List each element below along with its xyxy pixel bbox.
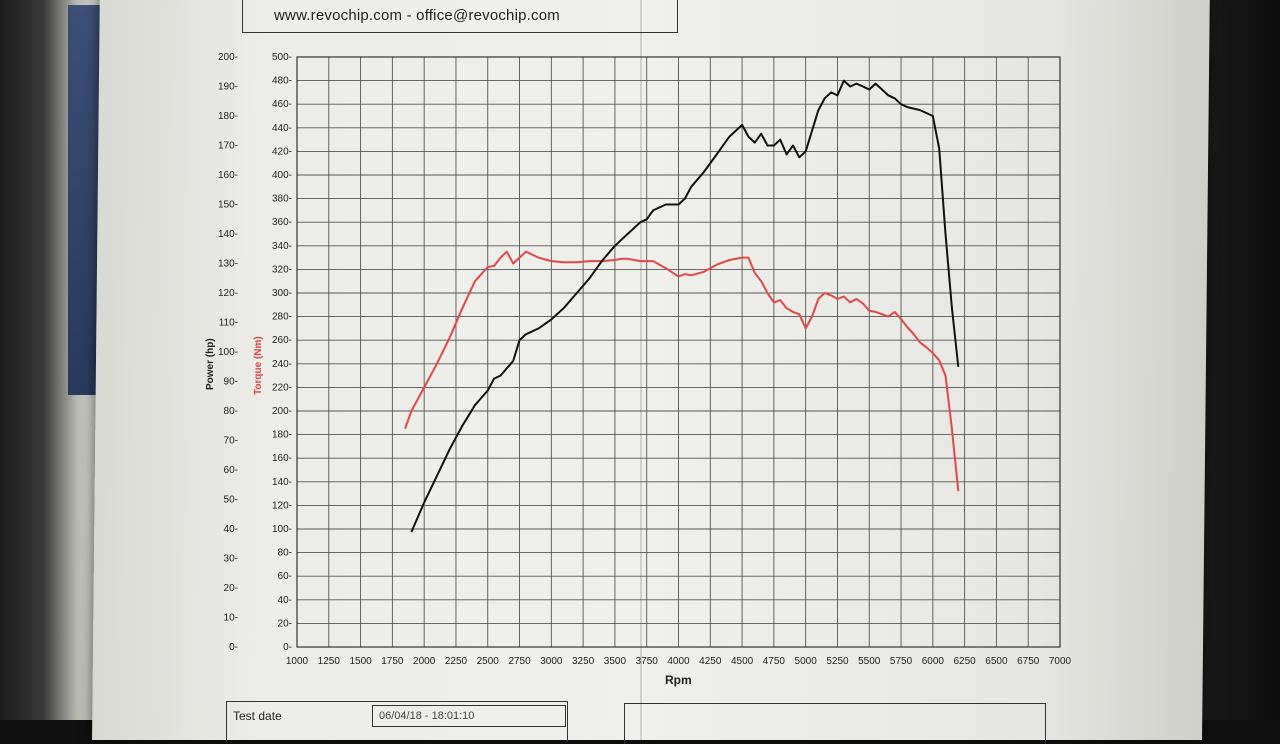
rpm-tick-label: 4000 (667, 656, 690, 667)
power-tick-label: 110- (219, 318, 238, 329)
notes-box (624, 703, 1046, 744)
rpm-tick-label: 5500 (858, 656, 881, 667)
power-tick-label: 140- (218, 229, 238, 240)
power-tick-label: 180- (218, 111, 238, 122)
rpm-tick-label: 3000 (540, 656, 563, 667)
rpm-tick-label: 2000 (413, 656, 436, 667)
rpm-tick-label: 2500 (477, 656, 500, 667)
torque-tick-label: 320- (272, 264, 292, 275)
rpm-tick-label: 5000 (795, 656, 818, 667)
torque-tick-label: 220- (272, 382, 292, 393)
power-axis: 0- 10- 20- 30- 40- 50- 60- 70- 80- 90- 100- 110- 120… (218, 52, 238, 653)
torque-tick-label: 380- (272, 194, 292, 205)
rpm-tick-label: 3250 (572, 656, 595, 667)
plot-frame (296, 56, 1061, 648)
power-tick-label: 200- (218, 52, 238, 63)
paper-fold (640, 0, 642, 740)
rpm-tick-label: 5750 (890, 656, 913, 667)
power-tick-label: 40- (224, 524, 238, 535)
power-series-line (410, 79, 960, 533)
rpm-tick-label: 4750 (763, 656, 786, 667)
rpm-tick-label: 6000 (922, 656, 945, 667)
torque-tick-label: 100- (272, 524, 292, 535)
rpm-axis-title: Rpm (665, 673, 692, 687)
rpm-tick-label: 6500 (985, 656, 1008, 667)
torque-tick-label: 160- (272, 453, 292, 464)
torque-series-line (404, 250, 960, 492)
rpm-tick-label: 2750 (508, 656, 531, 667)
rpm-tick-label: 5250 (826, 656, 849, 667)
power-tick-label: 130- (218, 259, 238, 270)
torque-tick-label: 40- (278, 595, 292, 606)
power-tick-label: 80- (224, 406, 238, 417)
header-box (242, 0, 678, 33)
torque-axis: 0- 20- 40- 60- 80- 100- 120- 140- 160- 180- 200- 22… (272, 52, 292, 653)
power-tick-label: 0- (229, 642, 238, 653)
torque-tick-label: 500- (272, 52, 292, 63)
power-tick-label: 160- (218, 170, 238, 181)
test-date-value: 06/04/18 - 18:01:10 (372, 705, 566, 727)
power-tick-label: 70- (224, 436, 238, 447)
power-tick-label: 120- (218, 288, 238, 299)
power-tick-label: 100- (218, 347, 238, 358)
rpm-axis: 1000 1250 1500 1750 2000 2250 2500 2750 3000 3250… (286, 656, 1072, 667)
torque-tick-label: 420- (272, 146, 292, 157)
torque-tick-label: 260- (272, 335, 292, 346)
torque-tick-label: 180- (272, 430, 292, 441)
torque-tick-label: 240- (272, 359, 292, 370)
torque-tick-label: 120- (272, 500, 292, 511)
rpm-tick-label: 6750 (1017, 656, 1040, 667)
rpm-tick-label: 4500 (731, 656, 754, 667)
power-tick-label: 10- (224, 613, 238, 624)
power-tick-label: 20- (224, 583, 238, 594)
torque-tick-label: 280- (272, 312, 292, 323)
rpm-tick-label: 3500 (604, 656, 627, 667)
power-axis-title: Power (hp) (205, 338, 216, 390)
dyno-chart: 0- 10- 20- 30- 40- 50- 60- 70- 80- 90- 100- 110- 120… (205, 52, 1072, 687)
torque-tick-label: 20- (278, 618, 292, 629)
torque-tick-label: 340- (272, 241, 292, 252)
rpm-tick-label: 7000 (1049, 656, 1072, 667)
rpm-tick-label: 3750 (636, 656, 659, 667)
torque-tick-label: 300- (272, 288, 292, 299)
rpm-tick-label: 1250 (318, 656, 341, 667)
rpm-tick-label: 2250 (445, 656, 468, 667)
rpm-tick-label: 1500 (349, 656, 372, 667)
test-date-label: Test date (233, 709, 282, 723)
power-tick-label: 170- (218, 141, 238, 152)
torque-tick-label: 80- (278, 548, 292, 559)
rpm-tick-label: 1000 (286, 656, 309, 667)
rpm-tick-label: 1750 (381, 656, 404, 667)
torque-tick-label: 400- (272, 170, 292, 181)
torque-tick-label: 480- (272, 76, 292, 87)
torque-tick-label: 140- (272, 477, 292, 488)
power-tick-label: 190- (218, 82, 238, 93)
torque-tick-label: 200- (272, 406, 292, 417)
power-tick-label: 90- (224, 377, 238, 388)
chart-grid (296, 56, 1061, 648)
torque-tick-label: 0- (283, 642, 292, 653)
torque-tick-label: 60- (278, 571, 292, 582)
power-tick-label: 60- (224, 465, 238, 476)
torque-tick-label: 440- (272, 123, 292, 134)
torque-tick-label: 360- (272, 217, 292, 228)
torque-axis-title: Torque (Nm) (253, 336, 264, 395)
header-contact: www.revochip.com - office@revochip.com (274, 7, 560, 24)
power-tick-label: 30- (224, 554, 238, 565)
rpm-tick-label: 4250 (699, 656, 722, 667)
torque-tick-label: 460- (272, 99, 292, 110)
rpm-tick-label: 6250 (954, 656, 977, 667)
power-tick-label: 150- (218, 200, 238, 211)
power-tick-label: 50- (224, 495, 238, 506)
